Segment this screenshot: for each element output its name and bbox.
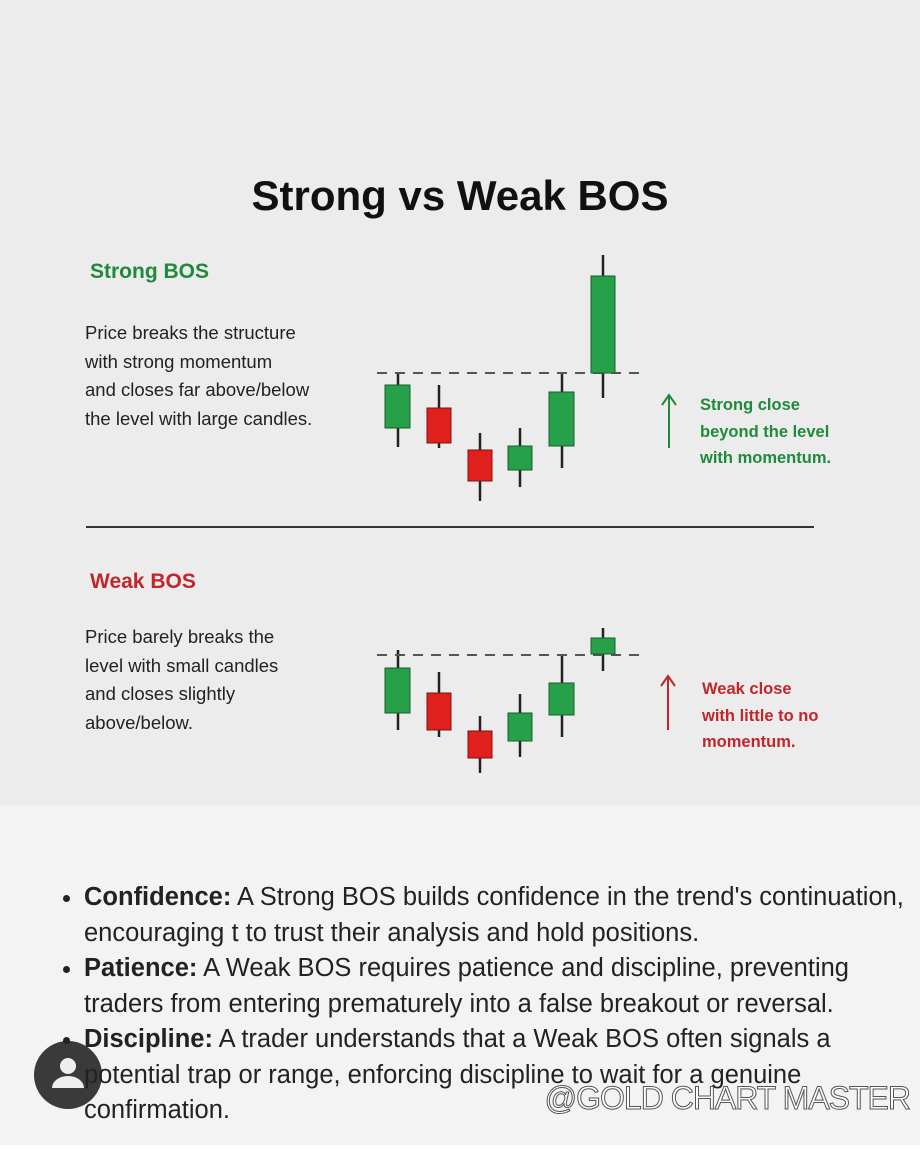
strong-description: Price breaks the structure with strong m… bbox=[85, 319, 312, 433]
bullet-lead: Patience: bbox=[84, 954, 198, 982]
text-line: momentum. bbox=[702, 733, 796, 751]
text-line: and closes slightly bbox=[85, 683, 236, 704]
bullet-list: Confidence: A Strong BOS builds confiden… bbox=[56, 880, 920, 1129]
text-line: with little to no bbox=[702, 706, 819, 725]
weak-description: Price barely breaks the level with small… bbox=[85, 623, 278, 737]
text-line: above/below. bbox=[85, 711, 194, 733]
weak-heading: Weak BOS bbox=[90, 570, 196, 593]
weak-note: Weak close with little to no momentum. bbox=[702, 676, 818, 756]
text-line: Weak close bbox=[702, 680, 792, 698]
text-line: with momentum. bbox=[700, 449, 832, 467]
text-line: with strong momentum bbox=[85, 350, 273, 372]
bullet-lead: Confidence: bbox=[84, 883, 232, 911]
text-line: Price barely breaks the bbox=[85, 626, 275, 647]
text-line: Price breaks the structure bbox=[85, 322, 296, 343]
text-line: the level with large candles. bbox=[85, 407, 313, 429]
bullet-text: A trader understands that a Weak BOS oft… bbox=[84, 1025, 831, 1124]
strong-heading: Strong BOS bbox=[90, 260, 209, 283]
bullet: Confidence: A Strong BOS builds confiden… bbox=[84, 880, 920, 951]
text-line: beyond the level bbox=[700, 422, 830, 441]
title: Strong vs Weak BOS bbox=[251, 172, 669, 219]
bullet-lead: Discipline: bbox=[84, 1025, 213, 1053]
infographic-panel bbox=[0, 0, 920, 805]
text-line: and closes far above/below bbox=[85, 379, 310, 400]
watermark: @GOLD CHART MASTER bbox=[544, 1080, 911, 1117]
text-line: level with small candles bbox=[85, 654, 279, 676]
bullet-text: A Weak BOS requires patience and discipl… bbox=[84, 954, 849, 1018]
bullet: Patience: A Weak BOS requires patience a… bbox=[84, 951, 920, 1022]
bullet: Discipline: A trader understands that a … bbox=[84, 1022, 920, 1129]
bullet-text: A Strong BOS builds confidence in the tr… bbox=[84, 883, 904, 947]
strong-note: Strong close beyond the level with momen… bbox=[700, 392, 831, 472]
text-line: Strong close bbox=[700, 396, 800, 414]
